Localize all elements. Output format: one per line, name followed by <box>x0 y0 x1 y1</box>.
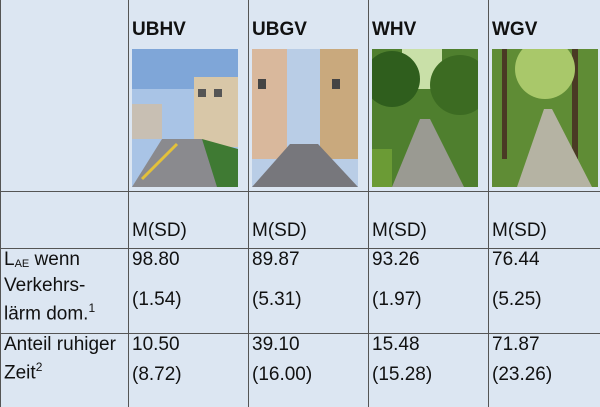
stat-row: M(SD) M(SD) M(SD) M(SD) <box>1 192 600 249</box>
row-label: Anteil ruhiger Zeit2 <box>1 334 129 407</box>
page: UBHV UBGV WHV WGV <box>0 0 600 407</box>
mean: 15.48 <box>372 334 485 356</box>
results-table: UBHV UBGV WHV WGV <box>0 0 600 407</box>
sd: (15.28) <box>372 364 485 386</box>
stat-label: M(SD) <box>369 192 489 249</box>
value-cell: 93.26 (1.97) <box>369 249 489 334</box>
value-cell: 10.50 (8.72) <box>129 334 249 407</box>
empty-cell <box>1 0 129 192</box>
photo <box>252 49 358 187</box>
sd: (8.72) <box>132 364 245 386</box>
label-subscript: AE <box>15 258 30 270</box>
stat-label: M(SD) <box>129 192 249 249</box>
mean: 98.80 <box>132 249 245 271</box>
row-label: LAE wenn Verkehrs-lärm dom.1 <box>1 249 129 334</box>
label-text: wenn Verkehrs- <box>4 249 85 296</box>
mean: 76.44 <box>492 249 598 271</box>
label-text: Anteil ruhiger Zeit <box>4 334 116 383</box>
stat-label: M(SD) <box>489 192 600 249</box>
sd: (5.31) <box>252 289 365 311</box>
mean: 39.10 <box>252 334 365 356</box>
sd: (1.97) <box>372 289 485 311</box>
photo <box>492 49 598 187</box>
mean: 10.50 <box>132 334 245 356</box>
header-row: UBHV UBGV WHV WGV <box>1 0 600 192</box>
sd: (5.25) <box>492 289 598 311</box>
label-text: L <box>4 249 15 270</box>
value-cell: 98.80 (1.54) <box>129 249 249 334</box>
column-title: WGV <box>492 19 537 40</box>
value-cell: 71.87 (23.26) <box>489 334 600 407</box>
value-cell: 39.10 (16.00) <box>249 334 369 407</box>
value-cell: 76.44 (5.25) <box>489 249 600 334</box>
empty-cell <box>1 192 129 249</box>
value-cell: 15.48 (15.28) <box>369 334 489 407</box>
column-header: WHV <box>369 0 489 192</box>
sd: (1.54) <box>132 289 245 311</box>
label-superscript: 2 <box>36 360 43 374</box>
data-row: LAE wenn Verkehrs-lärm dom.1 98.80 (1.54)… <box>1 249 600 334</box>
column-title: UBGV <box>252 19 307 40</box>
mean: 89.87 <box>252 249 365 271</box>
value-cell: 89.87 (5.31) <box>249 249 369 334</box>
sd: (16.00) <box>252 364 365 386</box>
mean: 93.26 <box>372 249 485 271</box>
stat-label: M(SD) <box>249 192 369 249</box>
column-title: WHV <box>372 19 416 40</box>
column-header: WGV <box>489 0 600 192</box>
mean: 71.87 <box>492 334 598 356</box>
label-superscript: 1 <box>88 301 95 315</box>
sd: (23.26) <box>492 364 598 386</box>
column-title: UBHV <box>132 19 186 40</box>
photo <box>132 49 238 187</box>
column-header: UBGV <box>249 0 369 192</box>
data-row: Anteil ruhiger Zeit2 10.50 (8.72) 39.10 (1… <box>1 334 600 407</box>
label-text: lärm dom. <box>4 303 88 324</box>
column-header: UBHV <box>129 0 249 192</box>
photo <box>372 49 478 187</box>
